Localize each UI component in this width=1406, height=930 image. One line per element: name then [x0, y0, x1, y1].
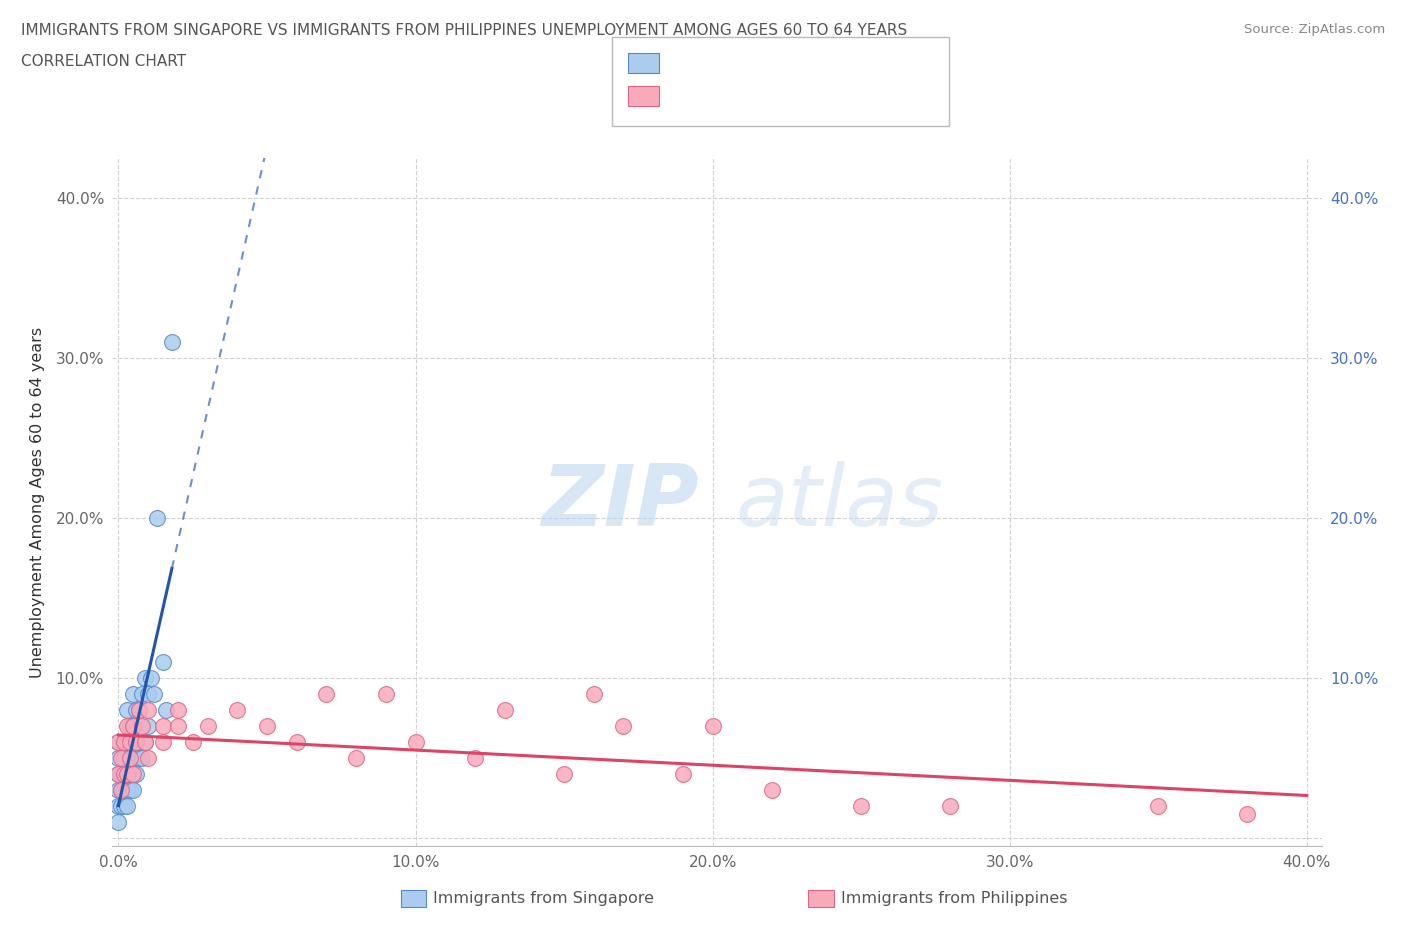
Text: CORRELATION CHART: CORRELATION CHART: [21, 54, 186, 69]
Point: [107, 799, 129, 814]
Point: [197, 719, 219, 734]
Point: [131, 719, 153, 734]
Point: [344, 751, 367, 765]
Point: [612, 719, 634, 734]
Point: [122, 719, 145, 734]
Point: [849, 799, 872, 814]
Point: [405, 735, 427, 750]
Point: [464, 751, 486, 765]
Point: [125, 735, 148, 750]
Text: 0.623: 0.623: [716, 54, 775, 73]
Point: [125, 735, 148, 750]
Point: [160, 335, 183, 350]
Point: [226, 703, 249, 718]
Point: [120, 751, 142, 765]
Point: [136, 751, 159, 765]
Text: IMMIGRANTS FROM SINGAPORE VS IMMIGRANTS FROM PHILIPPINES UNEMPLOYMENT AMONG AGES: IMMIGRANTS FROM SINGAPORE VS IMMIGRANTS …: [21, 23, 907, 38]
Point: [134, 671, 156, 685]
Text: -0.405: -0.405: [716, 86, 775, 105]
Point: [166, 719, 188, 734]
Point: [120, 719, 142, 734]
Point: [122, 687, 145, 702]
Point: [112, 735, 135, 750]
Point: [134, 735, 156, 750]
Point: [285, 735, 308, 750]
Point: [131, 751, 153, 765]
Point: [1147, 799, 1170, 814]
Point: [143, 687, 166, 702]
Point: [107, 783, 129, 798]
Point: [125, 767, 148, 782]
Point: [117, 767, 139, 782]
Point: [107, 735, 129, 750]
Point: [117, 703, 139, 718]
Point: [939, 799, 962, 814]
Point: [128, 751, 150, 765]
Point: [110, 751, 132, 765]
Text: Source: ZipAtlas.com: Source: ZipAtlas.com: [1244, 23, 1385, 36]
Point: [155, 703, 177, 718]
Point: [122, 719, 145, 734]
Point: [553, 767, 575, 782]
Text: R =: R =: [668, 54, 699, 73]
Point: [166, 703, 188, 718]
Point: [152, 655, 174, 670]
Point: [117, 735, 139, 750]
Point: [120, 751, 142, 765]
Point: [122, 783, 145, 798]
Point: [494, 703, 516, 718]
Point: [181, 735, 204, 750]
Point: [112, 735, 135, 750]
Text: atlas: atlas: [735, 460, 943, 544]
Text: N = 42: N = 42: [794, 54, 856, 73]
Point: [125, 703, 148, 718]
Point: [110, 783, 132, 798]
Point: [152, 719, 174, 734]
Point: [702, 719, 724, 734]
Point: [112, 751, 135, 765]
Point: [134, 735, 156, 750]
Point: [761, 783, 783, 798]
Point: [1236, 807, 1258, 822]
Point: [117, 799, 139, 814]
Point: [122, 751, 145, 765]
Point: [315, 687, 337, 702]
Point: [107, 735, 129, 750]
Text: Immigrants from Philippines: Immigrants from Philippines: [841, 891, 1067, 906]
Point: [136, 719, 159, 734]
Point: [110, 783, 132, 798]
Point: [120, 735, 142, 750]
Point: [110, 799, 132, 814]
Point: [110, 767, 132, 782]
Point: [146, 511, 169, 525]
Point: [131, 687, 153, 702]
Text: ZIP: ZIP: [541, 460, 699, 544]
Point: [139, 671, 162, 685]
Point: [107, 751, 129, 765]
Point: [128, 703, 150, 718]
Point: [152, 735, 174, 750]
Point: [374, 687, 396, 702]
Point: [112, 799, 135, 814]
Point: [107, 767, 129, 782]
Point: [582, 687, 605, 702]
Text: R =: R =: [668, 86, 699, 105]
Point: [122, 767, 145, 782]
Point: [672, 767, 695, 782]
Point: [136, 687, 159, 702]
Point: [112, 767, 135, 782]
Point: [117, 783, 139, 798]
Point: [112, 783, 135, 798]
Point: [117, 719, 139, 734]
Point: [128, 703, 150, 718]
Point: [117, 767, 139, 782]
Text: N = 43: N = 43: [794, 86, 856, 105]
Point: [256, 719, 278, 734]
Point: [136, 703, 159, 718]
Text: Immigrants from Singapore: Immigrants from Singapore: [433, 891, 654, 906]
Y-axis label: Unemployment Among Ages 60 to 64 years: Unemployment Among Ages 60 to 64 years: [30, 326, 45, 678]
Point: [120, 783, 142, 798]
Point: [107, 767, 129, 782]
Point: [107, 815, 129, 830]
